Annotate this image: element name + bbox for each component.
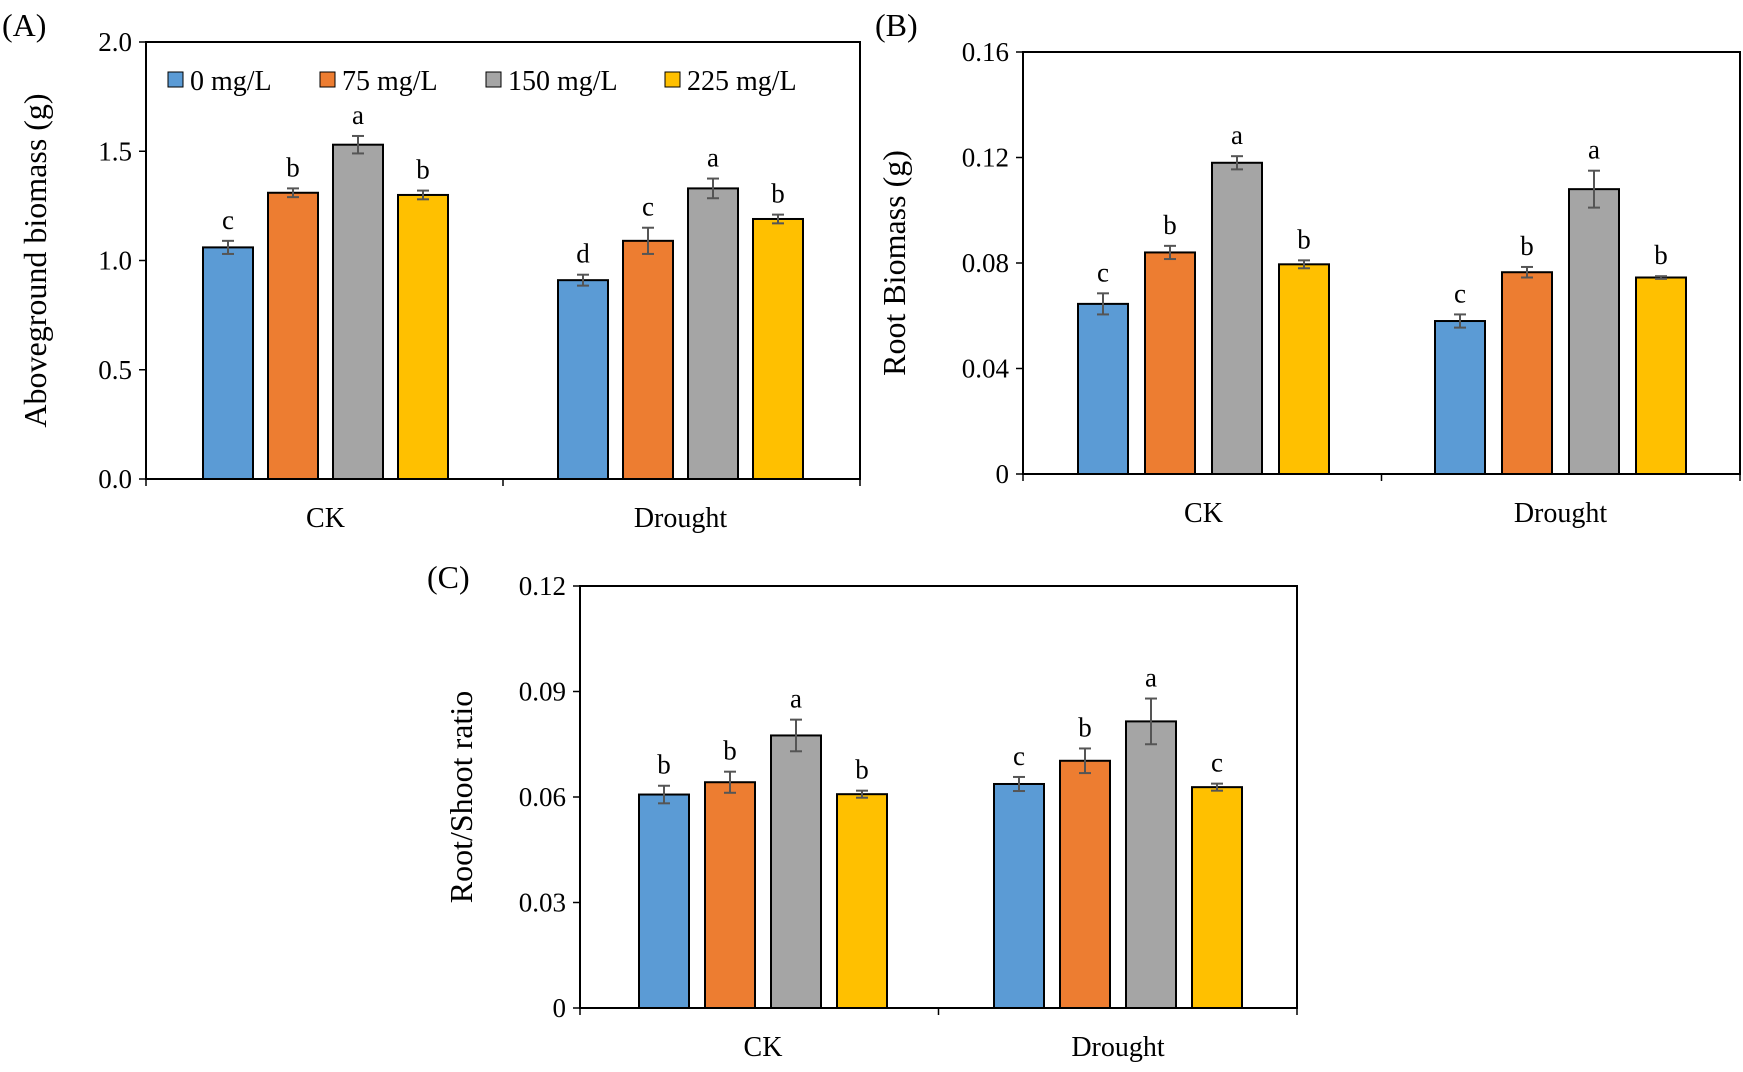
y-tick-label: 0.12 [962,143,1009,173]
legend-swatch [319,71,336,88]
significance-letter: a [352,100,364,130]
significance-letter: b [1297,224,1311,254]
bar-0mgl-drought [1434,320,1486,475]
significance-letter: c [1013,741,1025,771]
significance-letter: c [1097,257,1109,287]
significance-letter: b [1163,210,1177,240]
y-tick-label: 0.5 [98,355,132,385]
significance-letter: b [1520,231,1534,261]
chart-panel-b: 0 0.04 0.08 0.12 0.16 c c b b a a b b CK Drought Root B… [875,7,1741,529]
bar-225mgl-ck [397,193,449,480]
significance-letter: b [1654,240,1668,270]
bar-0mgl-ck [638,793,690,1009]
significance-letter: b [657,750,671,780]
legend-swatch [664,71,681,88]
bar-0mgl-drought [557,279,609,481]
y-tick-label: 0.16 [962,37,1009,67]
bar-75mgl-ck [704,781,756,1009]
significance-letter: c [222,205,234,235]
significance-letter: c [642,192,654,222]
chart-panel-a: 0.0 0.5 1.0 1.5 2.0 c d b c a a b b CK Drought Abovegro… [2,7,861,534]
significance-letter: c [1454,278,1466,308]
bar-0mgl-drought [993,782,1045,1010]
bar-225mgl-ck [1278,263,1330,475]
bar-0mgl-ck [1077,302,1129,475]
x-category-label: Drought [1071,1032,1165,1063]
y-tick-label: 0.06 [519,782,566,812]
significance-letter: b [416,155,430,185]
bar-75mgl-ck [1144,251,1196,475]
legend: 0 mg/L 75 mg/L 150 mg/L 225 mg/L [167,66,797,97]
legend-label: 150 mg/L [508,66,618,97]
y-tick-label: 1.5 [98,136,132,166]
y-tick-label: 0.0 [98,464,132,494]
y-tick-label: 2.0 [98,27,132,57]
x-category-label: CK [306,503,345,534]
y-tick-label: 0.09 [519,677,566,707]
bar-75mgl-ck [267,191,319,480]
y-axis-title: Root Biomass (g) [876,150,912,376]
significance-letter: b [855,755,869,785]
chart-panel-c: 0 0.03 0.06 0.09 0.12 b c b b a a b c CK Drought Root/S… [427,559,1298,1063]
significance-letter: a [707,143,719,173]
panel-label: (C) [427,559,470,595]
y-tick-label: 0.04 [962,354,1010,384]
bar-150mgl-ck [1211,161,1263,475]
legend-label: 75 mg/L [342,66,438,97]
significance-letter: b [1078,712,1092,742]
significance-letter: c [1211,748,1223,778]
significance-letter: a [1145,663,1157,693]
panel-label: (A) [2,7,46,43]
y-axis-title: Root/Shoot ratio [443,691,479,903]
significance-letter: b [771,179,785,209]
y-tick-label: 0.03 [519,888,566,918]
bar-225mgl-drought [752,217,804,481]
y-tick-label: 1.0 [98,246,132,276]
y-tick-label: 0 [553,993,567,1023]
panel-label: (B) [875,7,918,43]
bar-75mgl-drought [1059,759,1111,1009]
x-category-label: CK [1184,498,1223,529]
significance-letter: b [723,736,737,766]
legend-label: 0 mg/L [190,66,272,97]
y-tick-label: 0.12 [519,571,566,601]
y-tick-label: 0 [996,459,1010,489]
significance-letter: a [790,684,802,714]
x-category-label: Drought [634,503,728,534]
bar-225mgl-drought [1635,276,1687,475]
bar-150mgl-ck [332,143,384,480]
bar-225mgl-ck [836,793,888,1009]
legend-swatch [167,71,184,88]
x-category-label: CK [744,1032,783,1063]
plot-frame [1022,51,1741,475]
bar-225mgl-drought [1191,786,1243,1009]
bar-75mgl-drought [622,239,674,480]
significance-letter: d [576,239,590,269]
bar-150mgl-drought [687,187,739,481]
significance-letter: b [286,152,300,182]
bar-150mgl-drought [1568,188,1620,475]
y-axis-title: Aboveground biomass (g) [17,93,53,427]
x-category-label: Drought [1514,498,1608,529]
y-tick-label: 0.08 [962,248,1009,278]
bar-75mgl-drought [1501,271,1553,476]
significance-letter: a [1231,120,1243,150]
bar-0mgl-ck [202,246,254,480]
significance-letter: a [1588,135,1600,165]
legend-label: 225 mg/L [687,66,797,97]
bar-150mgl-ck [770,734,822,1009]
legend-swatch [485,71,502,88]
bar-150mgl-drought [1125,720,1177,1009]
